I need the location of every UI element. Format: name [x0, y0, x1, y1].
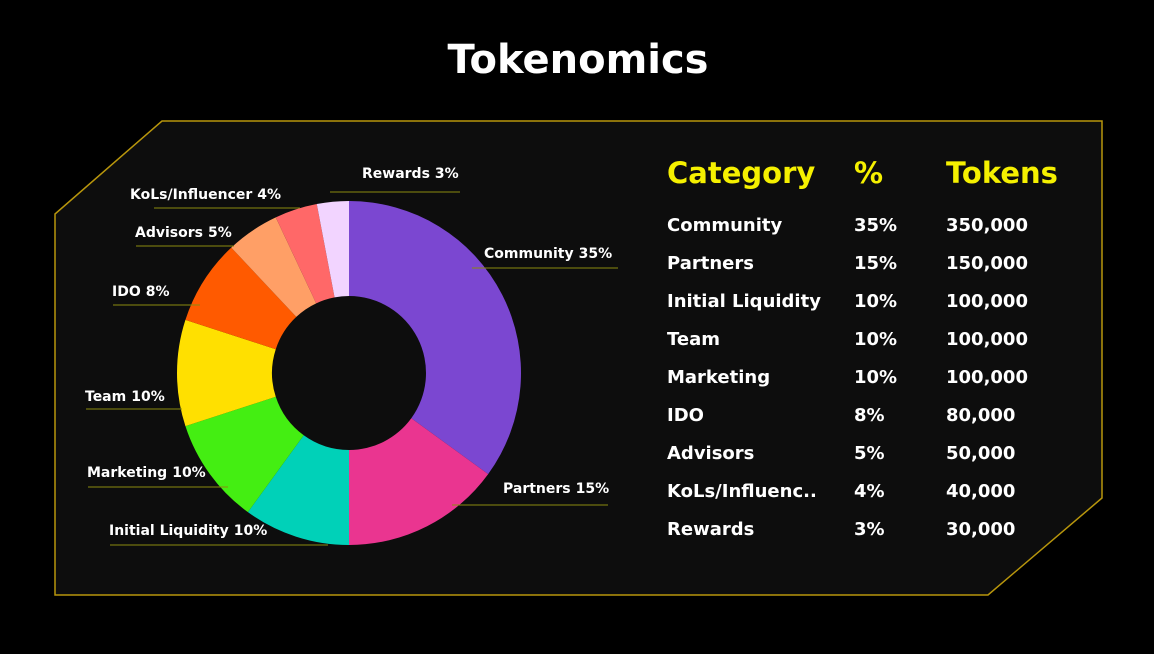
- slice: [275, 204, 335, 304]
- slice-category: Rewards: [362, 166, 430, 182]
- slice-value-label: 3%: [435, 166, 459, 182]
- slice-value-label: 10%: [172, 465, 206, 481]
- slice-category: IDO: [112, 284, 141, 300]
- slice-label: Advisors 5%: [135, 225, 232, 241]
- table-header: Tokens: [946, 156, 1058, 190]
- slice-label: Initial Liquidity 10%: [109, 523, 267, 539]
- table-cell: 5%: [854, 443, 885, 464]
- slice-value-label: 15%: [576, 481, 610, 497]
- slice-category: Initial Liquidity: [109, 523, 229, 539]
- table-cell: 100,000: [946, 329, 1028, 350]
- slice: [349, 418, 489, 545]
- table-cell: 4%: [854, 481, 885, 502]
- slice-category: Team: [85, 389, 126, 405]
- page-title: Tokenomics: [448, 37, 709, 83]
- table-cell: 10%: [854, 291, 897, 312]
- table-cell: Initial Liquidity: [667, 291, 821, 312]
- table-cell: 8%: [854, 405, 885, 426]
- table-cell: Team: [667, 329, 720, 350]
- slice: [231, 217, 317, 317]
- slice-category: Partners: [503, 481, 571, 497]
- table-cell: 10%: [854, 367, 897, 388]
- slice-category: Marketing: [87, 465, 167, 481]
- table-cell: 35%: [854, 215, 897, 236]
- table-cell: 3%: [854, 519, 885, 540]
- table-cell: Marketing: [667, 367, 770, 388]
- table-cell: Rewards: [667, 519, 754, 540]
- donut-chart: Community 35% Partners 15% Initial Liquidity…: [85, 166, 618, 546]
- slice-value-label: 8%: [146, 284, 170, 300]
- table-cell: 100,000: [946, 367, 1028, 388]
- table-header: Category: [667, 156, 815, 190]
- table-cell: Community: [667, 215, 782, 236]
- slice-category: Community: [484, 246, 574, 262]
- table-cell: 15%: [854, 253, 897, 274]
- table-cell: 150,000: [946, 253, 1028, 274]
- slice-label: Community 35%: [484, 246, 612, 262]
- table-cell: 100,000: [946, 291, 1028, 312]
- slice: [185, 247, 297, 350]
- slice-category: Advisors: [135, 225, 203, 241]
- slice-label: Team 10%: [85, 389, 165, 405]
- slice-value-label: 10%: [234, 523, 268, 539]
- slice-label: IDO 8%: [112, 284, 170, 300]
- table-cell: 350,000: [946, 215, 1028, 236]
- slice-label: Partners 15%: [503, 481, 609, 497]
- token-table: Category% Tokens Community 35% 350,000 Partne…: [667, 156, 1058, 540]
- table-cell: 50,000: [946, 443, 1015, 464]
- slice-value-label: 5%: [208, 225, 232, 241]
- slice-label: Rewards 3%: [362, 166, 459, 182]
- table-cell: IDO: [667, 405, 704, 426]
- slice-label: KoLs/Influencer 4%: [130, 187, 281, 203]
- table-cell: KoLs/Influenc..: [667, 481, 817, 502]
- slice-value-label: 4%: [257, 187, 281, 203]
- slice: [185, 396, 304, 513]
- table-cell: 30,000: [946, 519, 1015, 540]
- slice-value-label: 10%: [131, 389, 165, 405]
- table-cell: 10%: [854, 329, 897, 350]
- slice-value-label: 35%: [579, 246, 613, 262]
- table-cell: Advisors: [667, 443, 754, 464]
- slice-label: Marketing 10%: [87, 465, 206, 481]
- table-cell: Partners: [667, 253, 754, 274]
- slice: [247, 435, 349, 545]
- slice: [349, 201, 521, 475]
- table-cell: 80,000: [946, 405, 1015, 426]
- table-header: %: [854, 156, 883, 190]
- table-cell: 40,000: [946, 481, 1015, 502]
- slice: [316, 201, 349, 298]
- slice: [177, 319, 276, 427]
- slice-category: KoLs/Influencer: [130, 187, 252, 203]
